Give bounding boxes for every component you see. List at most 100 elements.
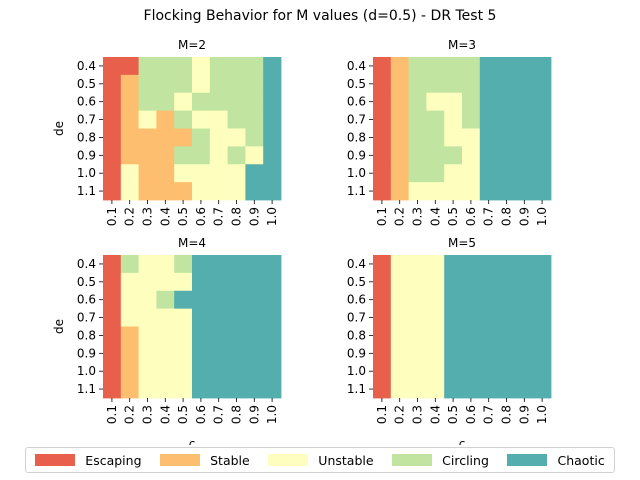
heatmap-cell (515, 74, 534, 94)
heatmap-cell (373, 164, 392, 183)
heatmap-cell (192, 57, 211, 76)
heatmap-cell (408, 57, 427, 76)
heatmap-cell (497, 362, 516, 381)
heatmap-cell (408, 164, 427, 183)
heatmap-cell (227, 290, 246, 310)
heatmap-cell (227, 164, 246, 183)
figure-title: Flocking Behavior for M values (d=0.5) -… (143, 8, 497, 24)
y-tick-label: 0.7 (77, 113, 96, 127)
heatmap-cell (120, 146, 139, 165)
heatmap-cell (138, 110, 157, 129)
heatmap-cell (103, 272, 122, 292)
heatmap-cell (426, 326, 445, 345)
heatmap-cell (444, 164, 463, 183)
y-tick-label: 1.0 (347, 166, 366, 180)
x-tick-label: 0.5 (176, 405, 190, 424)
y-tick-label: 0.5 (77, 77, 96, 91)
heatmap-cell (479, 110, 498, 129)
heatmap-cell (408, 74, 427, 94)
heatmap-cell (479, 290, 498, 310)
heatmap-cell (120, 290, 139, 310)
y-tick-label: 0.4 (347, 257, 366, 271)
heatmap-cell (515, 255, 534, 274)
heatmap-cell (156, 110, 175, 129)
x-tick-label: 0.1 (105, 405, 119, 424)
heatmap-cell (227, 92, 246, 112)
heatmap-cell (462, 57, 481, 76)
heatmap-cell (156, 380, 175, 399)
panel-title: M=2 (178, 38, 206, 52)
heatmap-cell (373, 128, 392, 147)
heatmap-cell (103, 92, 122, 112)
heatmap-cell (462, 272, 481, 292)
heatmap-cell (533, 182, 552, 201)
heatmap-cell (462, 380, 481, 399)
y-tick-label: 0.7 (77, 311, 96, 325)
heatmap-cell (103, 344, 122, 363)
heatmap-cell (227, 255, 246, 274)
heatmap-cell (444, 57, 463, 76)
heatmap-cell (444, 110, 463, 129)
heatmap-cell (174, 57, 193, 76)
heatmap-cell (138, 92, 157, 112)
heatmap-cell (227, 380, 246, 399)
heatmap-cell (192, 255, 211, 274)
heatmap-cell (444, 255, 463, 274)
heatmap-cell (444, 182, 463, 201)
heatmap-cell (373, 255, 392, 274)
heatmap-cell (497, 146, 516, 165)
heatmap-cell (426, 182, 445, 201)
heatmap-cell (515, 164, 534, 183)
heatmap-cell (479, 362, 498, 381)
heatmap-cell (444, 308, 463, 327)
heatmap-cell (227, 308, 246, 327)
heatmap-cell (209, 164, 228, 183)
heatmap-cell (497, 344, 516, 363)
heatmap-cell (515, 326, 534, 345)
heatmap-cell (245, 362, 264, 381)
heatmap-cell (209, 57, 228, 76)
heatmap-cell (156, 164, 175, 183)
heatmap-cell (444, 74, 463, 94)
legend-label-escaping: Escaping (85, 452, 142, 468)
heatmap-cell (462, 128, 481, 147)
heatmap-cell (245, 326, 264, 345)
heatmap-panel-2: M=30.40.50.60.70.80.91.01.10.1 0.2 0.3 0.4 0… (347, 38, 552, 226)
heatmap-cell (408, 344, 427, 363)
heatmap-cell (462, 182, 481, 201)
x-tick-label: 0.3 (411, 207, 425, 226)
x-tick-label: 0.9 (247, 405, 261, 424)
heatmap-cell (462, 110, 481, 129)
x-tick-label: 0.5 (446, 405, 460, 424)
y-axis-label: de (52, 121, 66, 136)
heatmap-cell (497, 290, 516, 310)
heatmap-panel-3: M=40.40.50.60.70.80.91.01.10.1 0.2 0.3 0.4 0… (52, 236, 282, 445)
heatmap-cell (209, 344, 228, 363)
heatmap-cell (390, 272, 409, 292)
heatmap-cell (227, 326, 246, 345)
heatmap-cell (515, 272, 534, 292)
x-tick-label: 0.6 (194, 405, 208, 424)
heatmap-cell (515, 128, 534, 147)
heatmap-cell (497, 182, 516, 201)
heatmap-cell (192, 74, 211, 94)
heatmap-cell (390, 92, 409, 112)
x-tick-label: 0.8 (500, 207, 514, 226)
legend-label-chaotic: Chaotic (557, 452, 605, 468)
x-tick-label: 0.7 (212, 207, 226, 226)
heatmap-cell (120, 182, 139, 201)
x-tick-label: 0.4 (428, 207, 442, 226)
x-tick-label: 1.0 (535, 405, 549, 424)
heatmap-cell (444, 128, 463, 147)
x-tick-label: 0.5 (176, 207, 190, 226)
heatmap-cell (245, 74, 264, 94)
heatmap-cell (408, 308, 427, 327)
heatmap-cell (174, 290, 193, 310)
heatmap-cell (174, 326, 193, 345)
heatmap-cell (156, 272, 175, 292)
heatmap-cell (103, 362, 122, 381)
heatmap-cell (444, 380, 463, 399)
heatmap-cell (390, 57, 409, 76)
heatmap-cell (174, 128, 193, 147)
heatmap-cell (192, 308, 211, 327)
